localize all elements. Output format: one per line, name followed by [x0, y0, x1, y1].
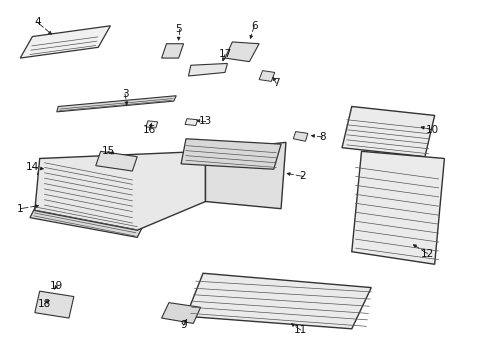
Polygon shape [205, 142, 285, 209]
Text: 6: 6 [250, 21, 257, 31]
Text: 19: 19 [50, 281, 63, 291]
Polygon shape [351, 151, 444, 264]
Text: 5: 5 [175, 24, 182, 35]
Polygon shape [96, 151, 137, 171]
Text: 9: 9 [180, 320, 186, 330]
Text: 3: 3 [122, 89, 128, 99]
Polygon shape [224, 42, 259, 62]
Text: 17: 17 [218, 49, 231, 59]
Text: 7: 7 [272, 78, 279, 88]
Polygon shape [181, 139, 281, 169]
Polygon shape [188, 63, 227, 76]
Text: 2: 2 [299, 171, 305, 181]
Polygon shape [57, 96, 176, 112]
Polygon shape [37, 166, 53, 177]
Polygon shape [35, 291, 74, 318]
Text: 14: 14 [26, 162, 39, 172]
Text: 12: 12 [420, 248, 433, 258]
Polygon shape [20, 26, 110, 58]
Polygon shape [146, 121, 158, 128]
Text: 16: 16 [142, 125, 156, 135]
Polygon shape [341, 107, 434, 157]
Polygon shape [161, 44, 183, 58]
Polygon shape [184, 119, 197, 126]
Text: 15: 15 [101, 146, 114, 156]
Text: 4: 4 [34, 17, 41, 27]
Polygon shape [259, 71, 274, 81]
Polygon shape [293, 132, 307, 141]
Text: 10: 10 [425, 125, 438, 135]
Polygon shape [185, 273, 370, 329]
Polygon shape [161, 303, 200, 323]
Text: 11: 11 [293, 325, 306, 335]
Text: 1: 1 [17, 204, 23, 214]
Text: 18: 18 [38, 299, 51, 309]
Polygon shape [35, 151, 205, 230]
Text: 8: 8 [319, 132, 325, 142]
Text: 13: 13 [199, 116, 212, 126]
Polygon shape [30, 203, 144, 237]
